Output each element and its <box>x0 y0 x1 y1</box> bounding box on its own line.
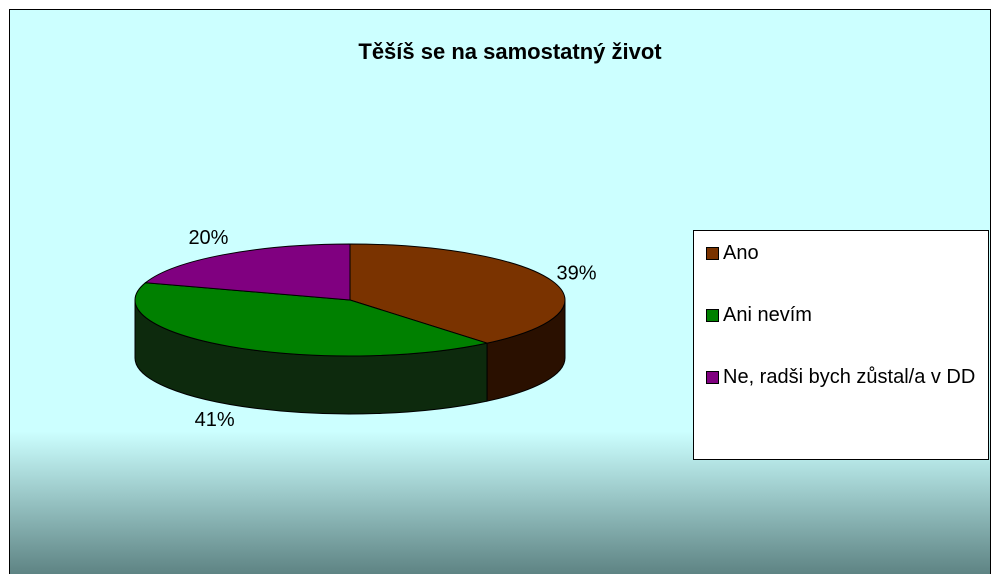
pie-slice <box>134 282 490 357</box>
pie-slice <box>349 243 566 344</box>
legend-entry: Ani nevím <box>706 303 978 327</box>
data-label: 39% <box>557 263 597 285</box>
pie <box>134 243 566 415</box>
legend-label: Ano <box>723 242 759 264</box>
legend-swatch <box>706 309 719 322</box>
legend-entry: Ano <box>706 241 978 265</box>
data-label: 41% <box>195 409 235 431</box>
legend-label: Ani nevím <box>723 304 812 326</box>
legend-label: Ne, radši bych zůstal/a v DD <box>723 366 976 388</box>
legend-entry: Ne, radši bych zůstal/a v DD <box>706 365 978 389</box>
pie-slice <box>144 243 351 301</box>
legend-swatch <box>706 247 719 260</box>
data-label: 20% <box>188 227 228 249</box>
legend-swatch <box>706 371 719 384</box>
chart-title: Těšíš se na samostatný život <box>358 39 662 64</box>
legend: Ano Ani nevím Ne, radši bych zůstal/a v DD <box>693 230 989 460</box>
